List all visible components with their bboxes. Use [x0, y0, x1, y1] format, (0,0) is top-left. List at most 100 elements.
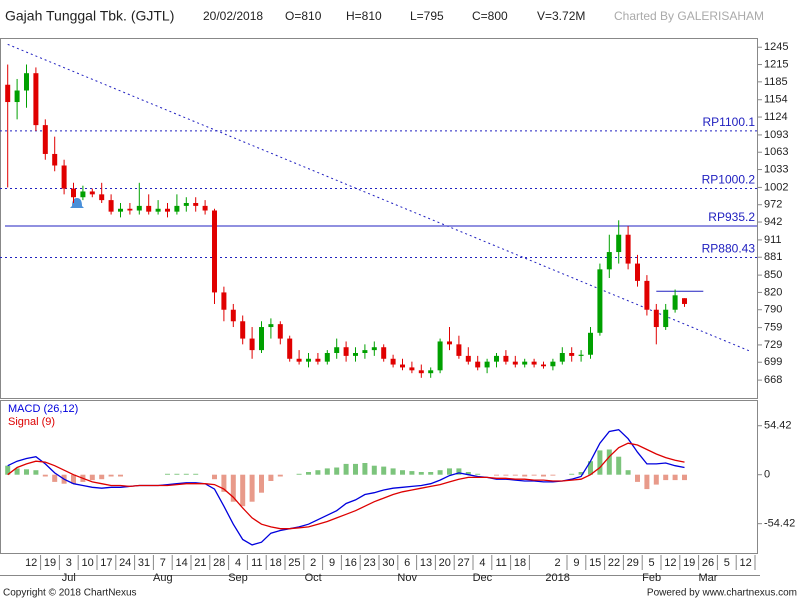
candle-body: [174, 205, 180, 212]
histogram-bar: [588, 461, 593, 475]
x-tick-label: 3: [66, 557, 72, 569]
x-tick-label: 29: [627, 557, 639, 569]
candle-body: [5, 84, 11, 103]
histogram-bar: [268, 474, 274, 481]
histogram-bar: [277, 474, 283, 477]
x-tick-label: 10: [81, 557, 93, 569]
x-tick-label: 4: [235, 557, 241, 569]
copyright: Copyright © 2018 ChartNexus: [3, 588, 137, 599]
x-period-label: Nov: [397, 572, 417, 584]
candle-body: [371, 347, 377, 351]
y-tick-label: 668: [764, 374, 782, 386]
candle-body: [193, 203, 199, 206]
candle-body: [597, 269, 603, 333]
candle-body: [616, 234, 622, 253]
candle-body: [334, 347, 340, 353]
histogram-bar: [550, 474, 556, 476]
x-tick-label: 12: [25, 557, 37, 569]
candle-body: [42, 125, 48, 154]
x-tick-label: 24: [119, 557, 131, 569]
macd-line: [7, 428, 685, 546]
x-tick-label: 4: [479, 557, 485, 569]
y-tick-label: 911: [764, 234, 782, 246]
candle-body: [240, 321, 246, 339]
candle-body: [418, 370, 424, 374]
histogram-bar: [99, 474, 105, 480]
x-tick-label: 5: [724, 557, 730, 569]
y-tick-label: 1033: [764, 163, 788, 175]
x-tick-label: 12: [664, 557, 676, 569]
candle-body: [80, 191, 86, 198]
y-tick-label: 0: [764, 469, 770, 481]
x-tick-label: 9: [573, 557, 579, 569]
candle-body: [212, 210, 217, 293]
candle-body: [381, 347, 387, 359]
histogram-bar: [230, 474, 236, 502]
candle-body: [127, 208, 133, 211]
level-label: RP935.2: [708, 210, 755, 224]
legend-entry: Signal (9): [8, 416, 55, 428]
candle-body: [14, 90, 20, 103]
histogram-bar: [390, 468, 396, 475]
candle-body: [277, 324, 283, 339]
histogram-bar: [625, 470, 631, 475]
histogram-bar: [249, 474, 255, 502]
candle-body: [625, 234, 631, 264]
y-tick-label: 972: [764, 199, 782, 211]
histogram-bar: [672, 474, 678, 481]
histogram-bar: [494, 474, 499, 476]
x-tick-label: 23: [363, 557, 375, 569]
x-period-label: Sep: [228, 572, 248, 584]
date: 20/02/2018: [203, 9, 263, 23]
candle-body: [635, 263, 640, 281]
histogram-bar: [240, 474, 246, 507]
candle-body: [522, 361, 528, 365]
x-tick-label: 13: [420, 557, 432, 569]
ohlc-open: O=810: [285, 9, 322, 23]
histogram-bar: [118, 474, 123, 477]
x-tick-label: 27: [457, 557, 469, 569]
candle-body: [531, 361, 537, 365]
candle-body: [465, 355, 471, 362]
candle-body: [447, 341, 452, 345]
candle-body: [24, 73, 29, 91]
y-tick-label: 942: [764, 216, 782, 228]
histogram-bar: [334, 467, 340, 475]
histogram-bar: [400, 470, 405, 475]
candle-body: [165, 208, 170, 212]
candle-body: [89, 191, 95, 195]
candle-body: [249, 338, 255, 351]
histogram-bar: [597, 450, 603, 475]
candle-body: [672, 295, 678, 310]
candle-body: [71, 188, 76, 198]
histogram-bar: [465, 472, 471, 475]
candle-body: [550, 361, 556, 367]
level-label: RP1000.2: [702, 173, 756, 187]
y-tick-label: 759: [764, 322, 782, 334]
x-tick-label: 25: [288, 557, 300, 569]
candle-body: [99, 194, 105, 201]
volume: V=3.72M: [537, 9, 585, 23]
candle-body: [475, 361, 481, 368]
x-tick-label: 17: [100, 557, 112, 569]
candle-body: [362, 350, 368, 353]
histogram-bar: [653, 474, 659, 485]
candle-body: [437, 341, 443, 371]
x-period-label: Oct: [305, 572, 322, 584]
y-tick-label: 1185: [764, 76, 788, 88]
histogram-bar: [541, 474, 546, 477]
candle-body: [541, 364, 546, 367]
x-tick-label: 28: [213, 557, 225, 569]
powered-by: Powered by www.chartnexus.com: [647, 588, 797, 599]
histogram-bar: [682, 474, 687, 481]
candle-body: [155, 208, 161, 212]
histogram-bar: [221, 474, 227, 492]
x-period-label: Dec: [473, 572, 493, 584]
histogram-bar: [447, 468, 452, 475]
candle-body: [682, 298, 687, 304]
level-label: RP1100.1: [703, 115, 756, 129]
candle-body: [644, 280, 650, 310]
histogram-bar: [108, 474, 114, 477]
histogram-bar: [503, 474, 509, 476]
